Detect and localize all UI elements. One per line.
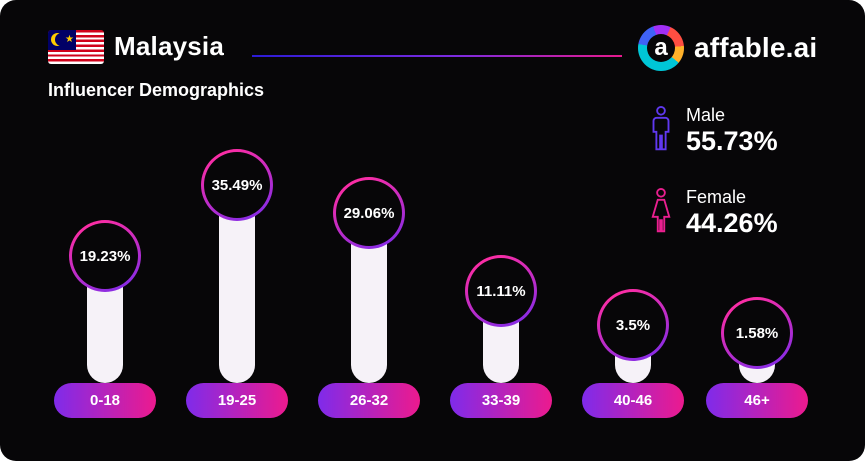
age-pill: 40-46 [582, 383, 684, 418]
logo-letter: a [654, 34, 668, 61]
chart-column: 3.5% [597, 289, 669, 383]
value-label: 3.5% [600, 292, 666, 358]
value-label: 11.11% [468, 258, 534, 324]
female-value: 44.26% [686, 208, 778, 238]
country-title: Malaysia [114, 31, 225, 61]
divider-line [252, 55, 622, 57]
male-icon [652, 105, 670, 151]
age-pill: 0-18 [54, 383, 156, 418]
age-pill: 46+ [706, 383, 808, 418]
male-label: Male [686, 105, 726, 125]
flag-crescent [51, 33, 68, 46]
female-label: Female [686, 187, 747, 207]
chart-column: 19.23% [69, 220, 141, 383]
value-bubble: 1.58% [721, 297, 793, 369]
page-subtitle: Influencer Demographics [48, 80, 265, 100]
male-stat-text: Male 55.73% [686, 104, 778, 156]
female-icon [651, 187, 671, 233]
chart-column: 1.58% [721, 297, 793, 383]
chart-column: 29.06% [333, 177, 405, 383]
value-label: 35.49% [204, 152, 270, 218]
male-value: 55.73% [686, 126, 778, 156]
logo-hole [647, 34, 675, 62]
value-label: 29.06% [336, 180, 402, 246]
age-pill: 26-32 [318, 383, 420, 418]
value-bubble: 3.5% [597, 289, 669, 361]
female-stat-text: Female 44.26% [686, 186, 778, 238]
value-label: 19.23% [72, 223, 138, 289]
chart-column: 35.49% [201, 149, 273, 383]
brand-lockup: a affable.ai [638, 25, 817, 71]
chart-column: 11.11% [465, 255, 537, 383]
value-label: 1.58% [724, 300, 790, 366]
value-bubble: 11.11% [465, 255, 537, 327]
brand-name: affable.ai [694, 32, 818, 63]
female-stat-row: Female 44.26% [646, 184, 778, 240]
value-bubble: 19.23% [69, 220, 141, 292]
value-bubble: 35.49% [201, 149, 273, 221]
age-pill: 33-39 [450, 383, 552, 418]
value-bubble: 29.06% [333, 177, 405, 249]
affable-logo-icon: a [638, 25, 684, 71]
malaysia-flag-icon: ★ [48, 30, 104, 64]
age-pill: 19-25 [186, 383, 288, 418]
flag-star: ★ [65, 34, 74, 45]
male-stat-row: Male 55.73% [646, 102, 778, 158]
